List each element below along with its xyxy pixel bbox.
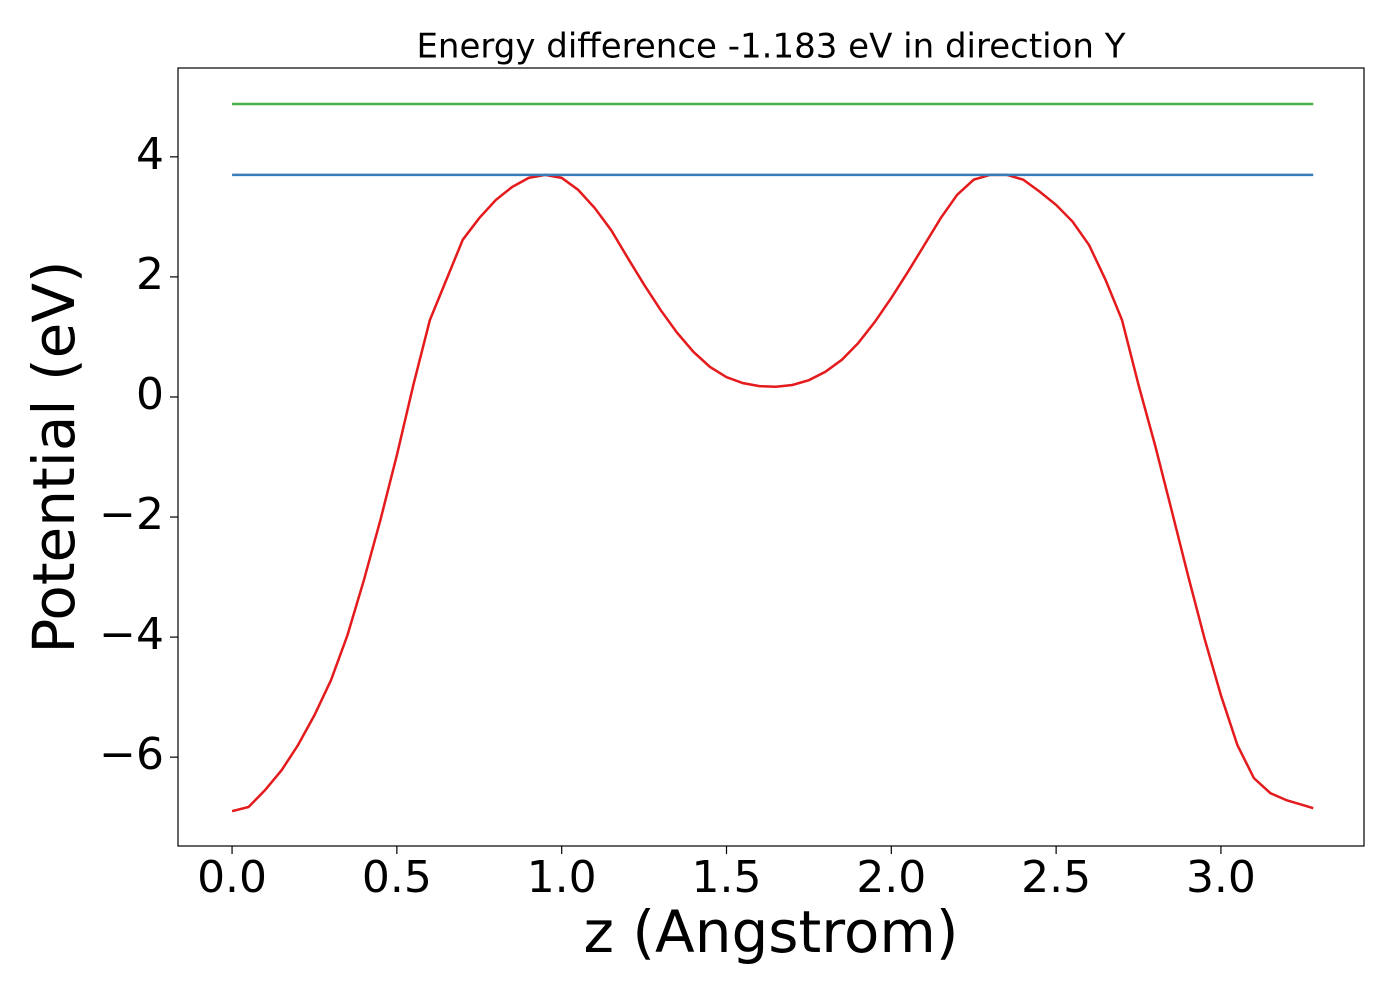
x-tick-label: 2.5 xyxy=(1021,852,1091,903)
plot-frame xyxy=(177,67,1365,847)
y-tick-label: 4 xyxy=(136,129,164,180)
y-tick-label: 0 xyxy=(136,369,164,420)
x-tick-label: 0.5 xyxy=(362,852,432,903)
x-tick-label: 1.5 xyxy=(692,852,762,903)
chart-title: Energy difference -1.183 eV in direction… xyxy=(416,27,1125,67)
x-tick-label: 0.0 xyxy=(197,852,267,903)
line-series xyxy=(231,173,1314,813)
y-tick-label: 2 xyxy=(136,249,164,300)
y-tick-label: −4 xyxy=(99,609,164,660)
x-tick-label: 1.0 xyxy=(527,852,597,903)
x-tick-label: 3.0 xyxy=(1186,852,1256,903)
y-tick-label: −6 xyxy=(99,729,164,780)
y-axis-label: Potential (eV) xyxy=(20,260,88,653)
y-tick-label: −2 xyxy=(99,489,164,540)
x-axis-label: z (Angstrom) xyxy=(584,898,959,966)
x-tick-label: 2.0 xyxy=(856,852,926,903)
